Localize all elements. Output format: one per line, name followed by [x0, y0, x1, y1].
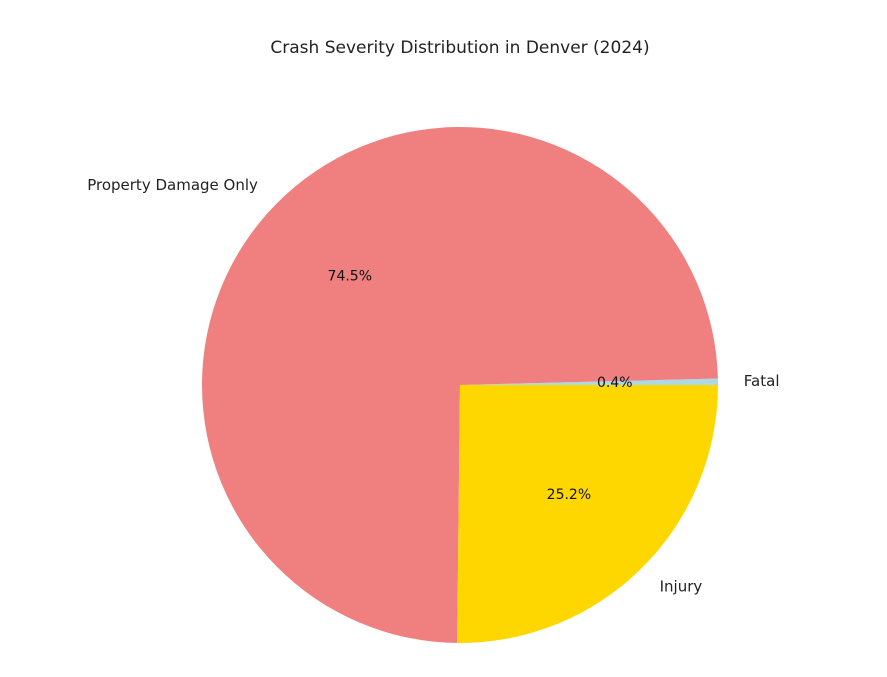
- pie-slice-property-damage-only: [202, 126, 718, 643]
- pie-slices: [202, 126, 719, 643]
- slice-label-fatal: Fatal: [744, 372, 780, 390]
- chart-title: Crash Severity Distribution in Denver (2…: [270, 38, 649, 58]
- slice-label-property-damage-only: Property Damage Only: [87, 176, 258, 194]
- slice-label-injury: Injury: [660, 577, 703, 595]
- pie-labels: Fatal 0.4% Property Damage Only 74.5% Injury…: [87, 176, 779, 595]
- slice-percentage-injury: 25.2%: [547, 487, 591, 503]
- slice-percentage-fatal: 0.4%: [597, 375, 633, 391]
- slice-percentage-property-damage-only: 74.5%: [328, 268, 372, 284]
- pie-slice-fatal: [460, 378, 719, 385]
- pie-slice-injury: [457, 385, 718, 643]
